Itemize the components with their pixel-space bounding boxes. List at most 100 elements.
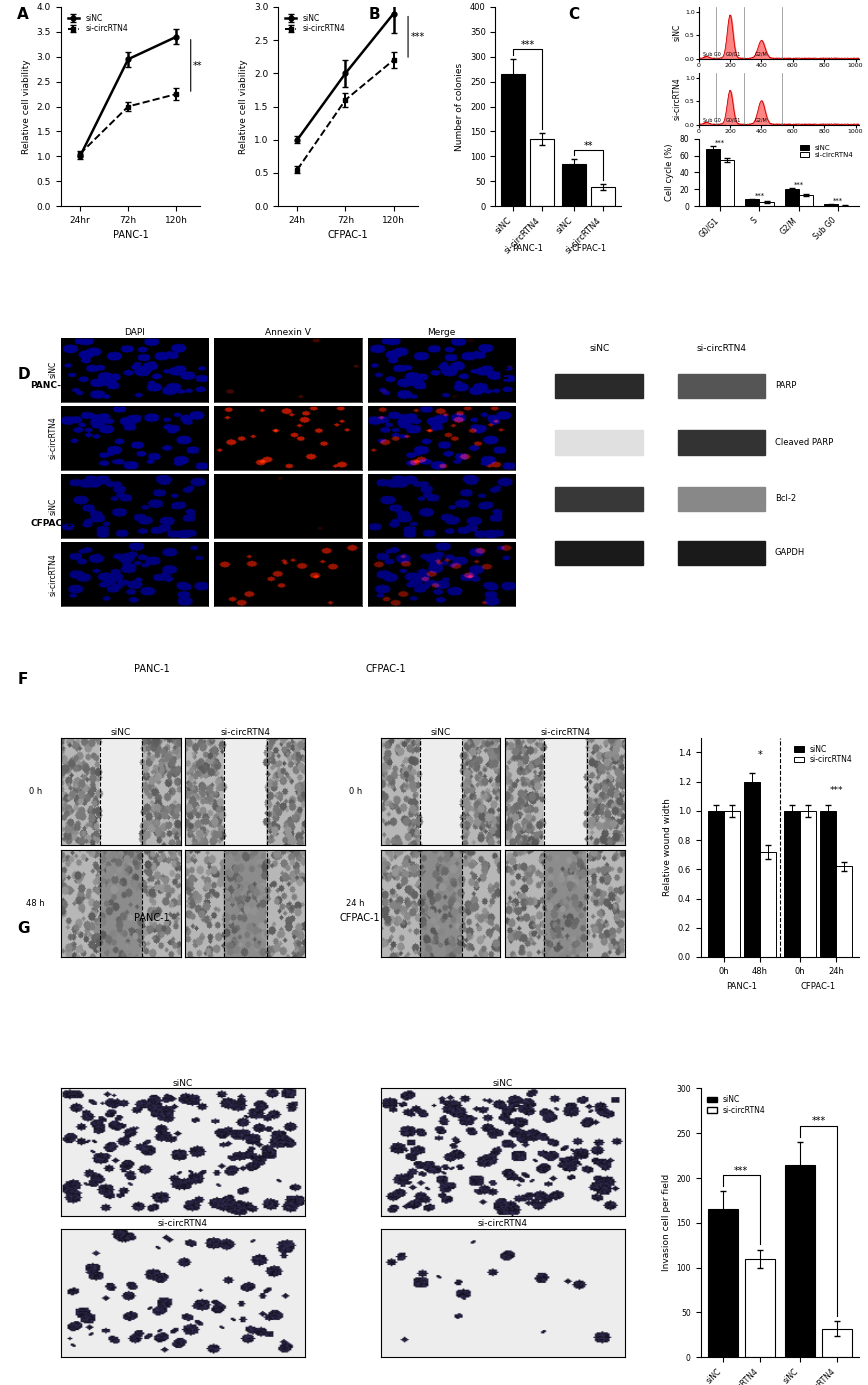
Text: ***: ***	[715, 140, 726, 147]
Bar	[746, 199, 760, 206]
Text: **: **	[194, 61, 202, 71]
Title: siNC: siNC	[493, 1079, 513, 1087]
Y-axis label: 0 h: 0 h	[349, 787, 362, 796]
Title: si-circRTN4: si-circRTN4	[220, 729, 270, 737]
Bar	[720, 159, 734, 206]
Text: E: E	[499, 367, 510, 382]
Bar	[501, 75, 525, 206]
Bar	[800, 810, 816, 957]
Y-axis label: 0 h: 0 h	[30, 787, 43, 796]
Y-axis label: siNC: siNC	[49, 497, 58, 515]
X-axis label: CFPAC-1: CFPAC-1	[327, 230, 368, 241]
Title: si-circRTN4: si-circRTN4	[477, 1219, 528, 1228]
Text: ***: ***	[793, 181, 804, 187]
Text: F: F	[17, 672, 28, 687]
Bar	[785, 190, 799, 206]
Text: CFPAC-1: CFPAC-1	[30, 519, 73, 528]
Title: si-circRTN4: si-circRTN4	[540, 729, 590, 737]
Title: siNC: siNC	[173, 1079, 193, 1087]
Bar	[785, 1165, 815, 1357]
Text: ***: ***	[832, 198, 843, 204]
Text: C: C	[569, 7, 580, 22]
Text: PARP: PARP	[775, 381, 796, 391]
Legend: siNC, si-circRTN4: siNC, si-circRTN4	[64, 11, 131, 36]
Bar	[556, 431, 643, 454]
Text: siNC: siNC	[589, 343, 609, 353]
Text: A: A	[17, 7, 30, 22]
Bar	[678, 486, 766, 511]
X-axis label: PANC-1: PANC-1	[113, 230, 148, 241]
Title: Merge: Merge	[427, 328, 456, 337]
Text: PANC-1: PANC-1	[30, 381, 68, 389]
Bar	[744, 781, 760, 957]
Legend: siNC, si-circRTN4: siNC, si-circRTN4	[704, 1093, 768, 1118]
Bar	[824, 205, 838, 206]
Text: G0/G1: G0/G1	[726, 51, 740, 57]
Text: Bcl-2: Bcl-2	[775, 494, 796, 503]
Y-axis label: siNC: siNC	[673, 24, 682, 42]
Legend: siNC, si-circRTN4: siNC, si-circRTN4	[792, 742, 856, 767]
Bar	[678, 374, 766, 397]
Bar	[760, 202, 773, 206]
Bar	[836, 867, 852, 957]
Text: D: D	[17, 367, 30, 382]
Bar	[784, 810, 800, 957]
Text: ***: ***	[734, 1166, 748, 1176]
Bar	[707, 810, 724, 957]
Text: Sub G0: Sub G0	[703, 118, 721, 123]
Title: siNC: siNC	[431, 729, 450, 737]
Bar	[820, 810, 836, 957]
Y-axis label: Invasion cell per field: Invasion cell per field	[661, 1174, 671, 1271]
Text: CFPAC-1: CFPAC-1	[571, 244, 607, 253]
Bar	[591, 187, 615, 206]
Y-axis label: si-circRTN4: si-circRTN4	[673, 78, 682, 120]
Text: PANC-1: PANC-1	[727, 982, 757, 992]
Title: Annexin V: Annexin V	[265, 328, 311, 337]
Y-axis label: Relative cell viability: Relative cell viability	[240, 60, 248, 154]
Title: siNC: siNC	[110, 729, 131, 737]
Bar	[822, 1328, 852, 1357]
Bar	[678, 431, 766, 454]
Y-axis label: 24 h: 24 h	[346, 899, 365, 907]
Y-axis label: Number of colonies: Number of colonies	[455, 62, 464, 151]
Bar	[678, 540, 766, 565]
Bar	[724, 810, 740, 957]
Text: PANC-1: PANC-1	[134, 663, 170, 673]
Y-axis label: 48 h: 48 h	[26, 899, 45, 907]
Text: G0/G1: G0/G1	[726, 118, 740, 123]
Y-axis label: si-circRTN4: si-circRTN4	[49, 553, 58, 596]
Text: *: *	[758, 751, 762, 760]
Bar	[745, 1259, 775, 1357]
Y-axis label: siNC: siNC	[49, 361, 58, 378]
Y-axis label: Relative wound width: Relative wound width	[663, 799, 672, 896]
Legend: siNC, si-circRTN4: siNC, si-circRTN4	[282, 11, 348, 36]
Text: PANC-1: PANC-1	[512, 244, 543, 253]
Bar	[707, 1209, 738, 1357]
Text: ***: ***	[754, 193, 765, 198]
Title: DAPI: DAPI	[124, 328, 145, 337]
Text: Cleaved PARP: Cleaved PARP	[775, 438, 833, 447]
Y-axis label: si-circRTN4: si-circRTN4	[49, 417, 58, 460]
Text: **: **	[584, 141, 594, 151]
Text: G2/M: G2/M	[755, 51, 768, 57]
Legend: siNC, si-circRTN4: siNC, si-circRTN4	[798, 143, 856, 161]
Bar	[556, 486, 643, 511]
Text: CFPAC-1: CFPAC-1	[340, 913, 380, 922]
Bar	[562, 163, 586, 206]
Bar	[706, 150, 720, 206]
Text: Sub G0: Sub G0	[703, 51, 721, 57]
Text: G: G	[17, 921, 30, 936]
Bar	[760, 852, 776, 957]
Bar	[556, 540, 643, 565]
Text: B: B	[369, 7, 380, 22]
Text: ***: ***	[830, 787, 843, 795]
Text: GAPDH: GAPDH	[775, 548, 805, 557]
Text: CFPAC-1: CFPAC-1	[800, 982, 836, 992]
Text: PANC-1: PANC-1	[134, 913, 170, 922]
Y-axis label: Relative cell viability: Relative cell viability	[22, 60, 31, 154]
Bar	[530, 138, 555, 206]
Y-axis label: Cell cycle (%): Cell cycle (%)	[665, 144, 674, 201]
Bar	[799, 195, 812, 206]
Text: ***: ***	[521, 40, 535, 50]
Text: ***: ***	[411, 32, 424, 42]
